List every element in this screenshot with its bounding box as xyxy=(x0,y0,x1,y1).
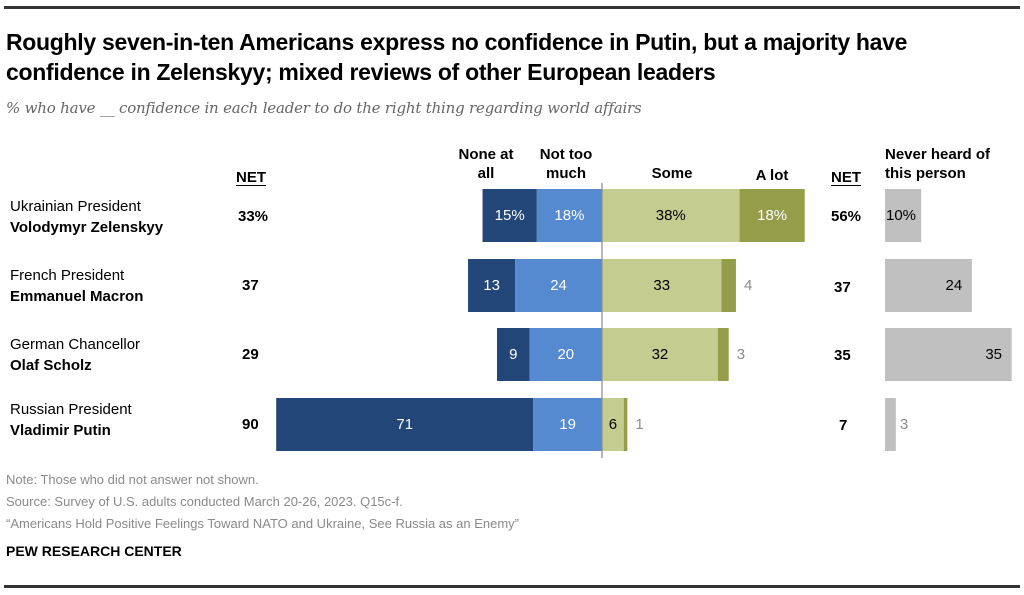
header-none-at-all-line1: None at xyxy=(458,146,514,163)
bar-not-too-much-macron xyxy=(515,259,602,312)
leader-name-scholz: Olaf Scholz xyxy=(10,357,92,374)
header-never-heard-line1: Never heard of xyxy=(885,146,991,163)
bar-label-none-at-all-zelenskyy: 15% xyxy=(495,207,525,224)
bar-some-zelenskyy xyxy=(602,189,740,242)
net-confidence-scholz: 35 xyxy=(834,347,851,364)
bar-a-lot-macron xyxy=(721,259,736,312)
bar-label-never-heard-zelenskyy: 10% xyxy=(886,207,916,224)
header-not-too-much-line1: Not too xyxy=(539,146,593,163)
header-net-confidence: NET xyxy=(831,169,861,186)
bar-label-not-too-much-macron: 24 xyxy=(550,277,567,294)
bar-a-lot-putin xyxy=(623,398,628,451)
bar-label-not-too-much-putin: 19 xyxy=(559,416,576,433)
footer-source: Source: Survey of U.S. adults conducted … xyxy=(6,494,403,509)
chart-subtitle: % who have __ confidence in each leader … xyxy=(6,99,642,117)
bar-some-putin xyxy=(602,398,624,451)
bar-label-a-lot-scholz: 3 xyxy=(737,346,745,363)
bar-label-a-lot-macron: 4 xyxy=(744,277,752,294)
leader-title-zelenskyy: Ukrainian President xyxy=(10,198,141,215)
leader-title-macron: French President xyxy=(10,267,125,284)
bar-a-lot-scholz xyxy=(717,328,729,381)
bar-not-too-much-scholz xyxy=(529,328,602,381)
bar-label-never-heard-scholz: 35 xyxy=(985,346,1002,363)
header-not-too-much: Not too much xyxy=(526,145,606,183)
bar-none-at-all-macron xyxy=(468,259,516,312)
net-confidence-macron: 37 xyxy=(834,279,851,296)
brand-label: PEW RESEARCH CENTER xyxy=(6,543,182,559)
footer-report: “Americans Hold Positive Feelings Toward… xyxy=(6,516,519,531)
leader-name-putin: Vladimir Putin xyxy=(10,422,111,439)
leader-name-macron: Emmanuel Macron xyxy=(10,288,144,305)
bar-label-some-scholz: 32 xyxy=(652,346,669,363)
bottom-rule xyxy=(4,585,1020,588)
top-rule xyxy=(4,6,1020,9)
bar-never-heard-zelenskyy xyxy=(885,189,922,242)
leader-title-scholz: German Chancellor xyxy=(10,336,141,353)
net-confidence-putin: 7 xyxy=(839,417,848,434)
bar-label-none-at-all-putin: 71 xyxy=(396,416,413,433)
header-never-heard-line2: this person xyxy=(885,165,966,182)
bar-not-too-much-zelenskyy xyxy=(536,189,602,242)
net-no-confidence-putin: 90 xyxy=(242,416,259,433)
bar-label-some-zelenskyy: 38% xyxy=(656,207,686,224)
header-a-lot: A lot xyxy=(755,167,789,184)
header-not-too-much-line2: much xyxy=(545,165,586,182)
header-net-no-confidence: NET xyxy=(236,169,266,186)
header-none-at-all: None at all xyxy=(446,145,526,183)
bar-none-at-all-zelenskyy xyxy=(482,189,537,242)
header-none-at-all-line2: all xyxy=(477,165,495,182)
header-never-heard: Never heard of this person xyxy=(885,145,990,183)
leader-name-zelenskyy: Volodymyr Zelenskyy xyxy=(10,219,164,236)
bar-none-at-all-scholz xyxy=(497,328,530,381)
bar-label-none-at-all-macron: 13 xyxy=(483,277,500,294)
bar-label-not-too-much-scholz: 20 xyxy=(557,346,574,363)
bar-a-lot-zelenskyy xyxy=(739,189,805,242)
footer-note: Note: Those who did not answer not shown… xyxy=(6,472,259,487)
bar-never-heard-scholz xyxy=(885,328,1012,381)
net-no-confidence-macron: 37 xyxy=(242,277,259,294)
bar-not-too-much-putin xyxy=(533,398,602,451)
net-no-confidence-zelenskyy: 33% xyxy=(238,208,269,225)
bar-never-heard-macron xyxy=(885,259,972,312)
header-some: Some xyxy=(651,165,693,182)
bar-some-scholz xyxy=(602,328,718,381)
bar-some-macron xyxy=(602,259,722,312)
bar-label-never-heard-putin: 3 xyxy=(900,416,908,433)
leader-title-putin: Russian President xyxy=(10,401,132,418)
bar-label-a-lot-putin: 1 xyxy=(635,416,643,433)
net-confidence-zelenskyy: 56% xyxy=(831,208,862,225)
bar-none-at-all-putin xyxy=(276,398,534,451)
bar-label-none-at-all-scholz: 9 xyxy=(509,346,517,363)
chart-title: Roughly seven-in-ten Americans express n… xyxy=(6,29,908,85)
bar-label-a-lot-zelenskyy: 18% xyxy=(757,207,787,224)
bar-label-some-macron: 33 xyxy=(653,277,670,294)
net-no-confidence-scholz: 29 xyxy=(242,346,259,363)
bar-label-some-putin: 6 xyxy=(609,416,617,433)
bar-label-never-heard-macron: 24 xyxy=(946,277,963,294)
bar-label-not-too-much-zelenskyy: 18% xyxy=(554,207,584,224)
bar-never-heard-putin xyxy=(885,398,896,451)
